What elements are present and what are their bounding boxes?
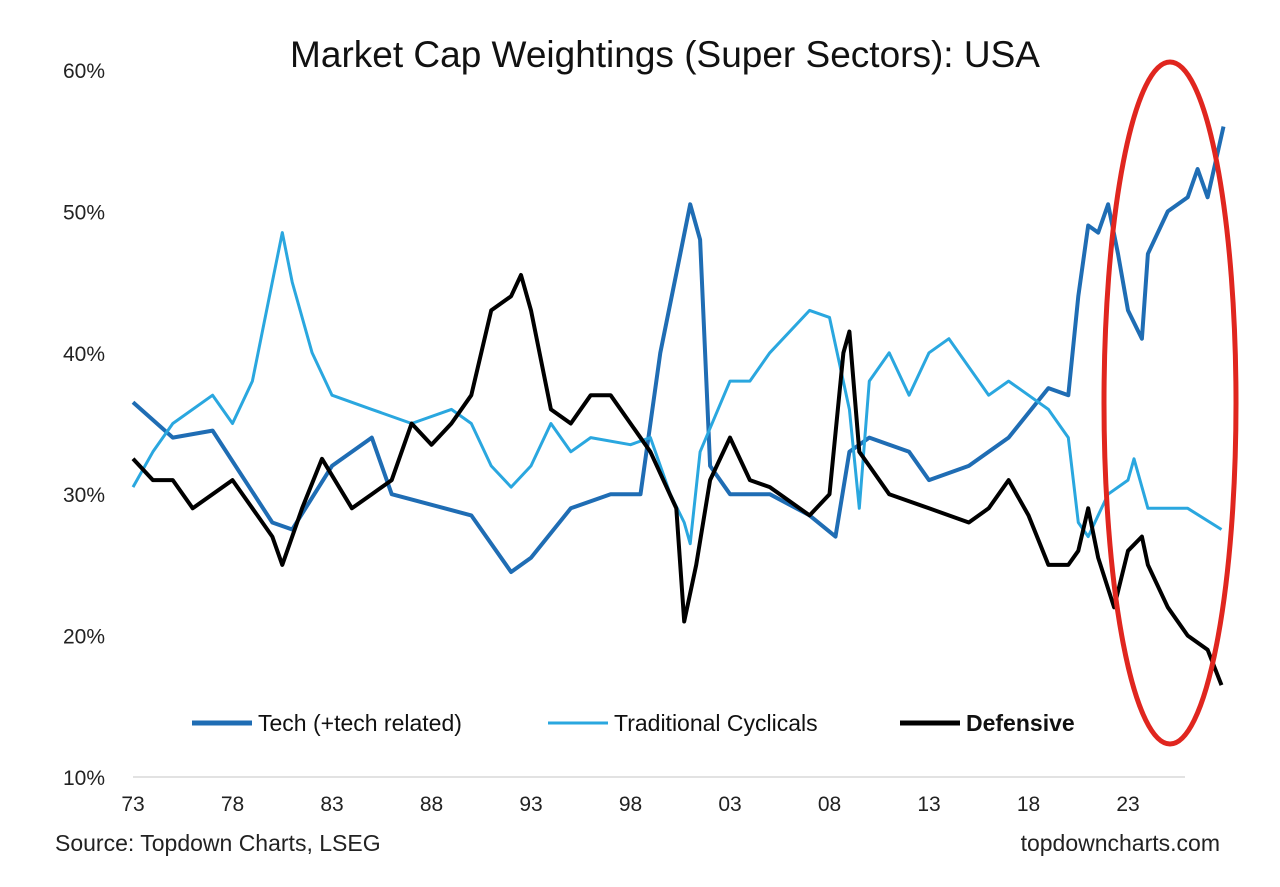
series-line-defensive xyxy=(131,273,1224,686)
chart-title: Market Cap Weightings (Super Sectors): U… xyxy=(290,34,1040,75)
series-line-traditional-cyclicals xyxy=(131,231,1223,546)
legend-label: Traditional Cyclicals xyxy=(614,710,818,736)
y-tick-label: 20% xyxy=(63,626,105,649)
x-tick-label: 08 xyxy=(818,793,841,816)
source-note: Source: Topdown Charts, LSEG xyxy=(55,830,381,856)
x-tick-label: 93 xyxy=(519,793,542,816)
y-tick-label: 10% xyxy=(63,767,105,790)
x-tick-label: 83 xyxy=(320,793,343,816)
x-tick-label: 73 xyxy=(121,793,144,816)
y-tick-label: 30% xyxy=(63,484,105,507)
legend-label: Defensive xyxy=(966,710,1075,736)
x-tick-label: 88 xyxy=(420,793,443,816)
y-tick-label: 50% xyxy=(63,201,105,224)
x-tick-label: 98 xyxy=(619,793,642,816)
y-tick-label: 40% xyxy=(63,343,105,366)
watermark: topdowncharts.com xyxy=(1020,830,1220,856)
highlight-ellipse xyxy=(1101,59,1239,747)
series-line-tech-tech-related- xyxy=(131,126,1226,574)
legend-label: Tech (+tech related) xyxy=(258,710,462,736)
x-tick-label: 13 xyxy=(917,793,940,816)
x-tick-label: 23 xyxy=(1116,793,1139,816)
x-tick-label: 03 xyxy=(718,793,741,816)
x-tick-label: 78 xyxy=(221,793,244,816)
y-tick-label: 60% xyxy=(63,60,105,83)
x-tick-label: 18 xyxy=(1017,793,1040,816)
